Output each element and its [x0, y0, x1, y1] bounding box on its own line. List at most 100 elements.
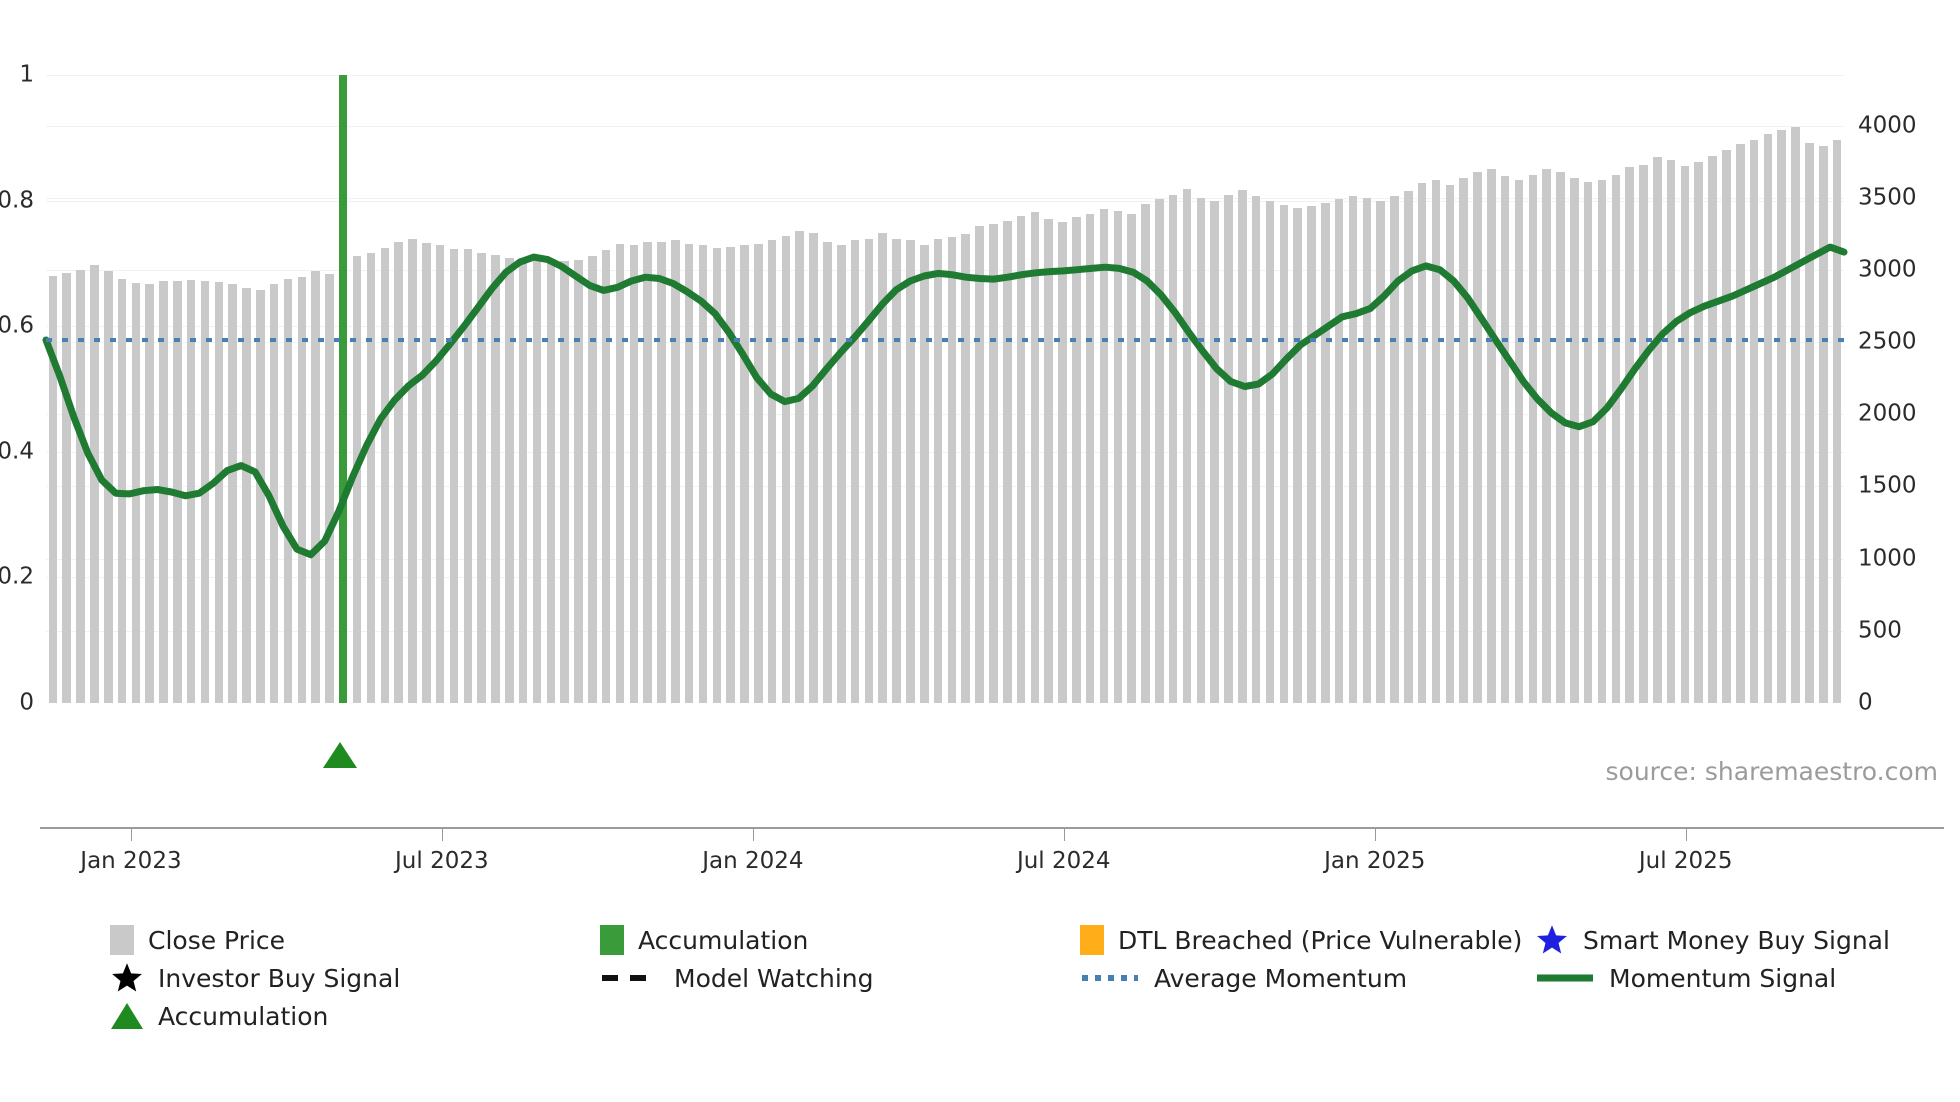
close-price-bar	[449, 248, 459, 703]
close-price-bar	[1542, 168, 1551, 703]
close-price-bar	[1238, 189, 1247, 703]
close-price-bar	[1251, 196, 1261, 703]
y-axis-right-tick: 3000	[1858, 256, 1917, 283]
close-price-bar	[1597, 180, 1607, 703]
close-price-bar	[1099, 208, 1109, 703]
x-axis-tick-label: Jul 2024	[1016, 848, 1111, 874]
legend-close-price[interactable]: Close Price	[110, 920, 285, 960]
close-price-bar	[961, 233, 971, 703]
plot-area	[42, 75, 1848, 703]
close-price-bar	[947, 236, 957, 703]
close-price-bar	[1404, 191, 1413, 703]
accumulation-bar	[339, 75, 348, 703]
close-price-bar	[1348, 196, 1358, 703]
close-price-bar	[546, 259, 556, 703]
close-price-bar	[726, 246, 735, 703]
close-price-bar	[767, 239, 777, 703]
y-axis-right-tick: 1500	[1858, 472, 1917, 499]
accumulation-triangle-icon	[323, 742, 358, 768]
close-price-bar	[1044, 218, 1053, 703]
close-price-bar	[906, 240, 915, 703]
close-price-bar	[588, 256, 597, 703]
y-axis-left-tick: 0.8	[0, 187, 34, 214]
close-price-bar	[671, 240, 680, 703]
close-price-bar	[242, 287, 251, 703]
y-axis-left-tick: 0.2	[0, 563, 34, 590]
close-price-bar	[1030, 212, 1040, 703]
legend-accumulation-band[interactable]: Accumulation	[600, 920, 808, 960]
x-axis-tick	[1374, 829, 1376, 841]
close-price-bar	[1321, 202, 1330, 703]
close-price-bar	[228, 283, 237, 703]
close-price-bar	[463, 248, 473, 703]
close-price-bar	[1639, 164, 1648, 703]
x-axis-tick	[752, 829, 754, 841]
y-axis-right-tick: 1000	[1858, 545, 1917, 572]
gridline	[46, 558, 1844, 560]
close-price-bar	[933, 238, 943, 703]
legend-accumulation-marker[interactable]: Accumulation	[110, 996, 328, 1036]
legend-item-label: Average Momentum	[1154, 963, 1408, 993]
x-axis-line	[40, 827, 1944, 829]
close-price-bar	[1168, 194, 1178, 703]
close-price-bar	[435, 245, 445, 703]
close-price-bar	[1500, 176, 1510, 703]
legend-dtl-breached[interactable]: DTL Breached (Price Vulnerable)	[1080, 920, 1522, 960]
accumulation-swatch-icon	[600, 925, 624, 955]
x-axis-tick	[1063, 829, 1065, 841]
close-price-bar	[1708, 155, 1717, 703]
close-price-bar	[505, 257, 514, 703]
close-price-bar	[1417, 183, 1427, 703]
legend-item-label: Momentum Signal	[1609, 963, 1837, 993]
close-price-bar	[532, 254, 542, 703]
y-axis-right-tick: 4000	[1858, 112, 1917, 139]
close-price-bar	[1473, 171, 1482, 703]
legend-model-watching[interactable]: Model Watching	[600, 958, 874, 998]
close-price-bar	[574, 259, 583, 703]
gridline	[46, 451, 1844, 453]
close-price-bar	[698, 244, 708, 703]
close-price-bar	[297, 277, 307, 703]
y-axis-right-tick: 2000	[1858, 400, 1917, 427]
close-price-bar	[311, 271, 320, 703]
legend-item-label: Model Watching	[674, 963, 874, 993]
close-price-bar	[1680, 165, 1690, 703]
close-price-bar	[1085, 213, 1095, 703]
close-price-bar	[1155, 199, 1164, 703]
close-price-bar	[380, 247, 390, 703]
legend-average-momentum[interactable]: Average Momentum	[1080, 958, 1407, 998]
close-price-bar	[491, 255, 500, 703]
legend-momentum-signal[interactable]: Momentum Signal	[1535, 958, 1836, 998]
x-axis-tick-label: Jan 2024	[702, 848, 804, 874]
close-price-bar	[1210, 200, 1219, 703]
close-price-bar	[989, 223, 998, 703]
y-axis-right-tick: 3500	[1858, 184, 1917, 211]
close-price-bar	[657, 241, 666, 703]
close-price-bar	[1113, 210, 1123, 703]
close-price-bar	[878, 233, 888, 703]
close-price-bar	[1002, 220, 1012, 703]
legend-investor-buy[interactable]: Investor Buy Signal	[110, 958, 400, 998]
y-axis-right-tick: 500	[1858, 617, 1902, 644]
close-price-bar	[214, 282, 224, 703]
y-axis-left-tick: 0	[19, 689, 34, 716]
close-price-bar	[823, 242, 832, 703]
close-price-bar	[394, 241, 403, 703]
x-axis-tick-label: Jul 2025	[1638, 848, 1733, 874]
legend-smart-money[interactable]: Smart Money Buy Signal	[1535, 920, 1890, 960]
dtl-breached-swatch-icon	[1080, 925, 1104, 955]
y-axis-left: 1 0.8 0.6 0.4 0.2 0	[0, 0, 42, 1102]
close-price-bar	[740, 244, 749, 703]
close-price-bar	[1556, 172, 1565, 703]
close-price-bar	[1196, 197, 1206, 703]
x-axis-tick	[1685, 829, 1687, 841]
close-price-bar	[1611, 174, 1621, 703]
close-price-bar	[1376, 200, 1385, 703]
y-axis-left-tick: 0.4	[0, 438, 34, 465]
close-price-bar	[283, 279, 293, 703]
close-price-bar	[643, 242, 652, 703]
gridline	[46, 486, 1844, 488]
close-price-bar	[76, 269, 85, 703]
gridline	[46, 197, 1844, 199]
gridline	[46, 200, 1844, 202]
